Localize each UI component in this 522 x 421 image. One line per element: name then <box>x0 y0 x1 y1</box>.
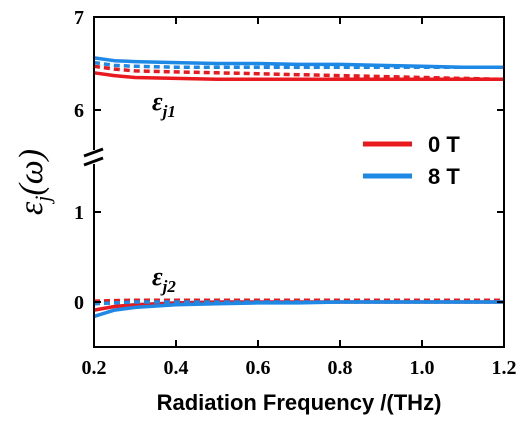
annotation-eps-j1-main: ε <box>152 87 163 116</box>
y-axis-break <box>83 147 104 167</box>
annotation-eps-j1-sub: j1 <box>160 102 176 121</box>
y-axis-title-main: ε <box>13 201 50 215</box>
legend-label-8t: 8 T <box>428 164 460 189</box>
ticks-layer: 0.2 0.4 0.6 0.8 1.0 1.2 6 7 0 1 <box>74 7 517 379</box>
axis-break-mark-upper <box>83 147 104 158</box>
series-eps-j1-8t-dashed <box>93 60 504 69</box>
annotation-eps-j2: εj2 <box>152 262 176 296</box>
annotation-eps-j2-sub: j2 <box>160 277 177 296</box>
axis-break-mark-lower <box>83 156 104 167</box>
legend-label-0t: 0 T <box>428 132 460 157</box>
y-tick-label: 1 <box>74 202 84 224</box>
x-tick-label: 1.2 <box>492 357 517 379</box>
annotation-eps-j1: εj1 <box>152 87 176 121</box>
y-tick-label: 6 <box>74 100 84 122</box>
series-eps-j2-0t-dashed <box>93 298 504 303</box>
x-tick-label: 0.8 <box>328 357 353 379</box>
series-eps-j1-0t-dashed <box>93 64 505 82</box>
series-layer <box>93 56 505 319</box>
x-tick-label: 0.4 <box>164 357 189 379</box>
plot-frame <box>93 16 505 348</box>
series-eps-j2-8t-dashed <box>93 300 504 306</box>
x-tick-label: 1.0 <box>410 357 435 379</box>
legend: 0 T 8 T <box>363 132 460 189</box>
x-axis-title: Radiation Frequency /(THz) <box>157 390 442 415</box>
y-axis-title-rest: (ω) <box>13 149 50 196</box>
x-tick-label: 0.2 <box>82 357 107 379</box>
y-axis-title: εj(ω) <box>13 149 55 215</box>
y-tick-label: 0 <box>74 292 84 314</box>
y-axis-title-sub: j <box>30 196 55 205</box>
x-tick-label: 0.6 <box>246 357 271 379</box>
annotation-eps-j2-main: ε <box>152 262 163 291</box>
y-tick-label: 7 <box>74 7 84 29</box>
